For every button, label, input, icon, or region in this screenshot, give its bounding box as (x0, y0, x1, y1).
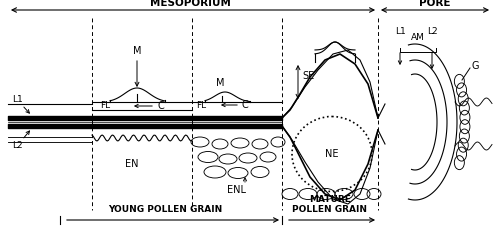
Text: FL: FL (100, 101, 110, 111)
Text: MESOPORIUM: MESOPORIUM (150, 0, 230, 8)
Text: PORE: PORE (419, 0, 451, 8)
Text: C: C (242, 100, 249, 110)
Text: M: M (133, 46, 141, 56)
Text: MATURE
POLLEN GRAIN: MATURE POLLEN GRAIN (292, 195, 368, 214)
Text: YOUNG POLLEN GRAIN: YOUNG POLLEN GRAIN (108, 205, 222, 214)
Text: L2: L2 (12, 141, 22, 150)
Text: NE: NE (325, 149, 339, 159)
Text: AM: AM (411, 33, 425, 42)
Text: L2: L2 (426, 27, 438, 36)
Text: FL: FL (196, 101, 206, 111)
Text: M: M (216, 78, 224, 88)
Text: G: G (472, 61, 480, 71)
Text: SE: SE (302, 71, 314, 81)
Text: L1: L1 (394, 27, 406, 36)
Text: C: C (157, 101, 164, 111)
Text: ENL: ENL (228, 185, 246, 195)
Text: L1: L1 (12, 96, 23, 105)
Text: EN: EN (125, 159, 139, 169)
